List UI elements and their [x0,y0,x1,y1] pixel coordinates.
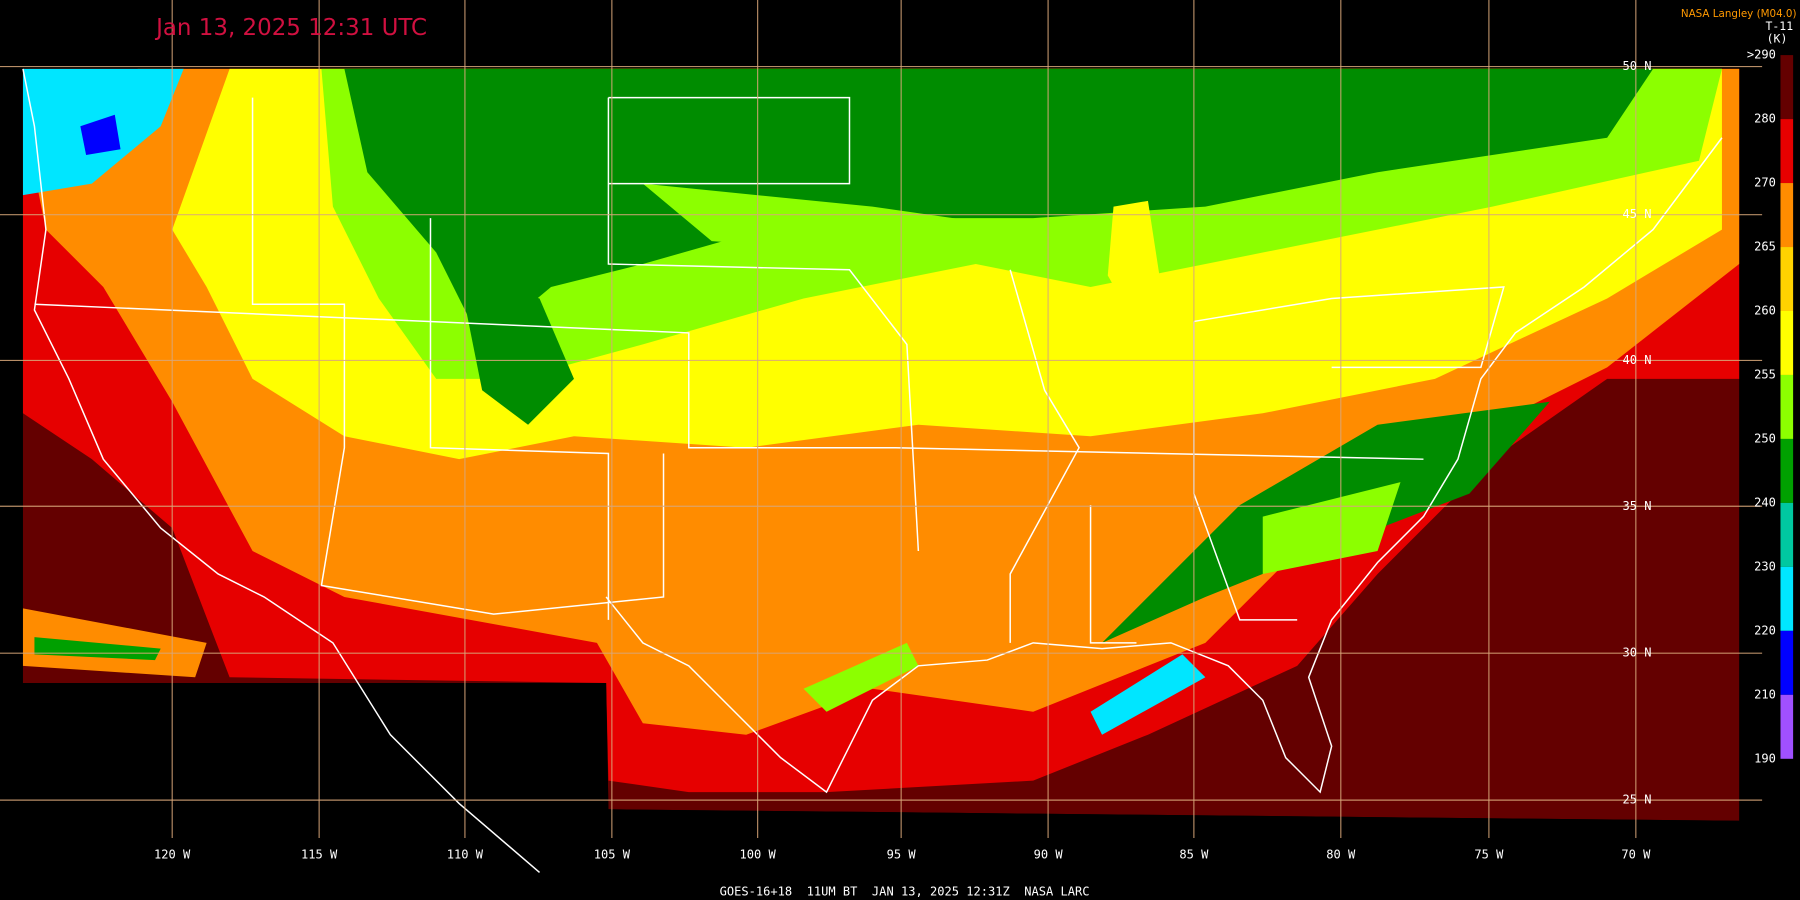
state-line-9 [1193,286,1505,369]
colorbar-segment [1780,55,1794,120]
state-line-3 [429,218,610,620]
colorbar-segment [1780,310,1794,375]
longitude-label: 85 W [1179,848,1209,862]
imagery [0,68,1740,900]
state-line-5 [608,96,851,185]
latitude-label: 30 N [1622,646,1651,660]
colorbar-label: 255 [1754,367,1776,381]
no-data [0,683,1740,900]
colorbar-label: 210 [1754,687,1776,701]
longitude-label: 115 W [301,848,338,862]
product: T-11 [1765,19,1793,33]
unit: (K) [1767,32,1788,46]
pacific-band [22,608,207,678]
colorbar-segment [1780,630,1794,695]
longitude-label: 120 W [154,848,191,862]
latitude-label: 50 N [1622,59,1651,73]
graticule: 120 W 115 W 110 W 105 W 100 W 95 W 90 W 85 W 80 … [0,0,1763,862]
colorbar-segment [1780,502,1794,567]
longitude-label: 80 W [1326,848,1356,862]
west-coast [22,68,541,874]
state-line-2 [251,97,665,615]
longitude-label: 110 W [447,848,484,862]
longitude-label: 70 W [1621,848,1651,862]
state-line-4 [607,97,920,552]
credit: NASA Langley (M04.0) [1681,8,1797,20]
colorbar-segment [1780,694,1794,759]
light-green-tx [803,642,919,712]
latitude-label: 25 N [1622,793,1651,807]
colorbar-label: 265 [1754,240,1776,254]
longitude-label: 100 W [740,848,777,862]
latitude-label: 45 N [1622,207,1651,221]
colorbar-label: 240 [1754,495,1776,509]
colorbar-segment [1780,119,1794,184]
colorbar-segment [1780,566,1794,631]
footer: GOES-16+18 11UM BT JAN 13, 2025 12:31Z N… [720,884,1090,898]
colorbar-segment [1780,247,1794,311]
green-layer [344,68,1654,345]
latitude-label: 40 N [1622,353,1651,367]
light-green-band [642,183,1034,265]
colorbar-label: 220 [1754,623,1776,637]
colorbar-label: 190 [1754,751,1776,765]
pacific-green [34,637,161,661]
colorbar-label: 250 [1754,431,1776,445]
blue-patch [80,114,121,155]
latitude-label: 35 N [1622,499,1651,513]
colorbar-segment [1780,374,1794,439]
state-line-8 [1089,505,1137,644]
cyan-gulf [1090,654,1206,735]
longitude-label: 105 W [594,848,631,862]
gulf-atlantic-coast [605,137,1723,794]
map-title: Jan 13, 2025 12:31 UTC [154,15,427,41]
colorbar-label: 280 [1754,112,1776,126]
colorbar: >290 280 270 265 260 255 250 240 230 220 210 190 [1747,48,1794,765]
boundaries [22,68,1723,874]
state-line-1 [34,303,1424,460]
light-green-se [1262,482,1401,574]
green-patch [459,275,574,425]
colorbar-segment [1780,438,1794,503]
colorbar-label: 230 [1754,559,1776,573]
longitude-label: 90 W [1034,848,1064,862]
longitude-label: 95 W [887,848,917,862]
longitude-label: 75 W [1474,848,1504,862]
colorbar-label: 270 [1754,176,1776,190]
state-line-6 [1009,269,1080,643]
colorbar-label: 260 [1754,303,1776,317]
colorbar-label: >290 [1747,48,1776,62]
colorbar-segment [1780,183,1794,248]
lake-michigan [1107,200,1160,316]
